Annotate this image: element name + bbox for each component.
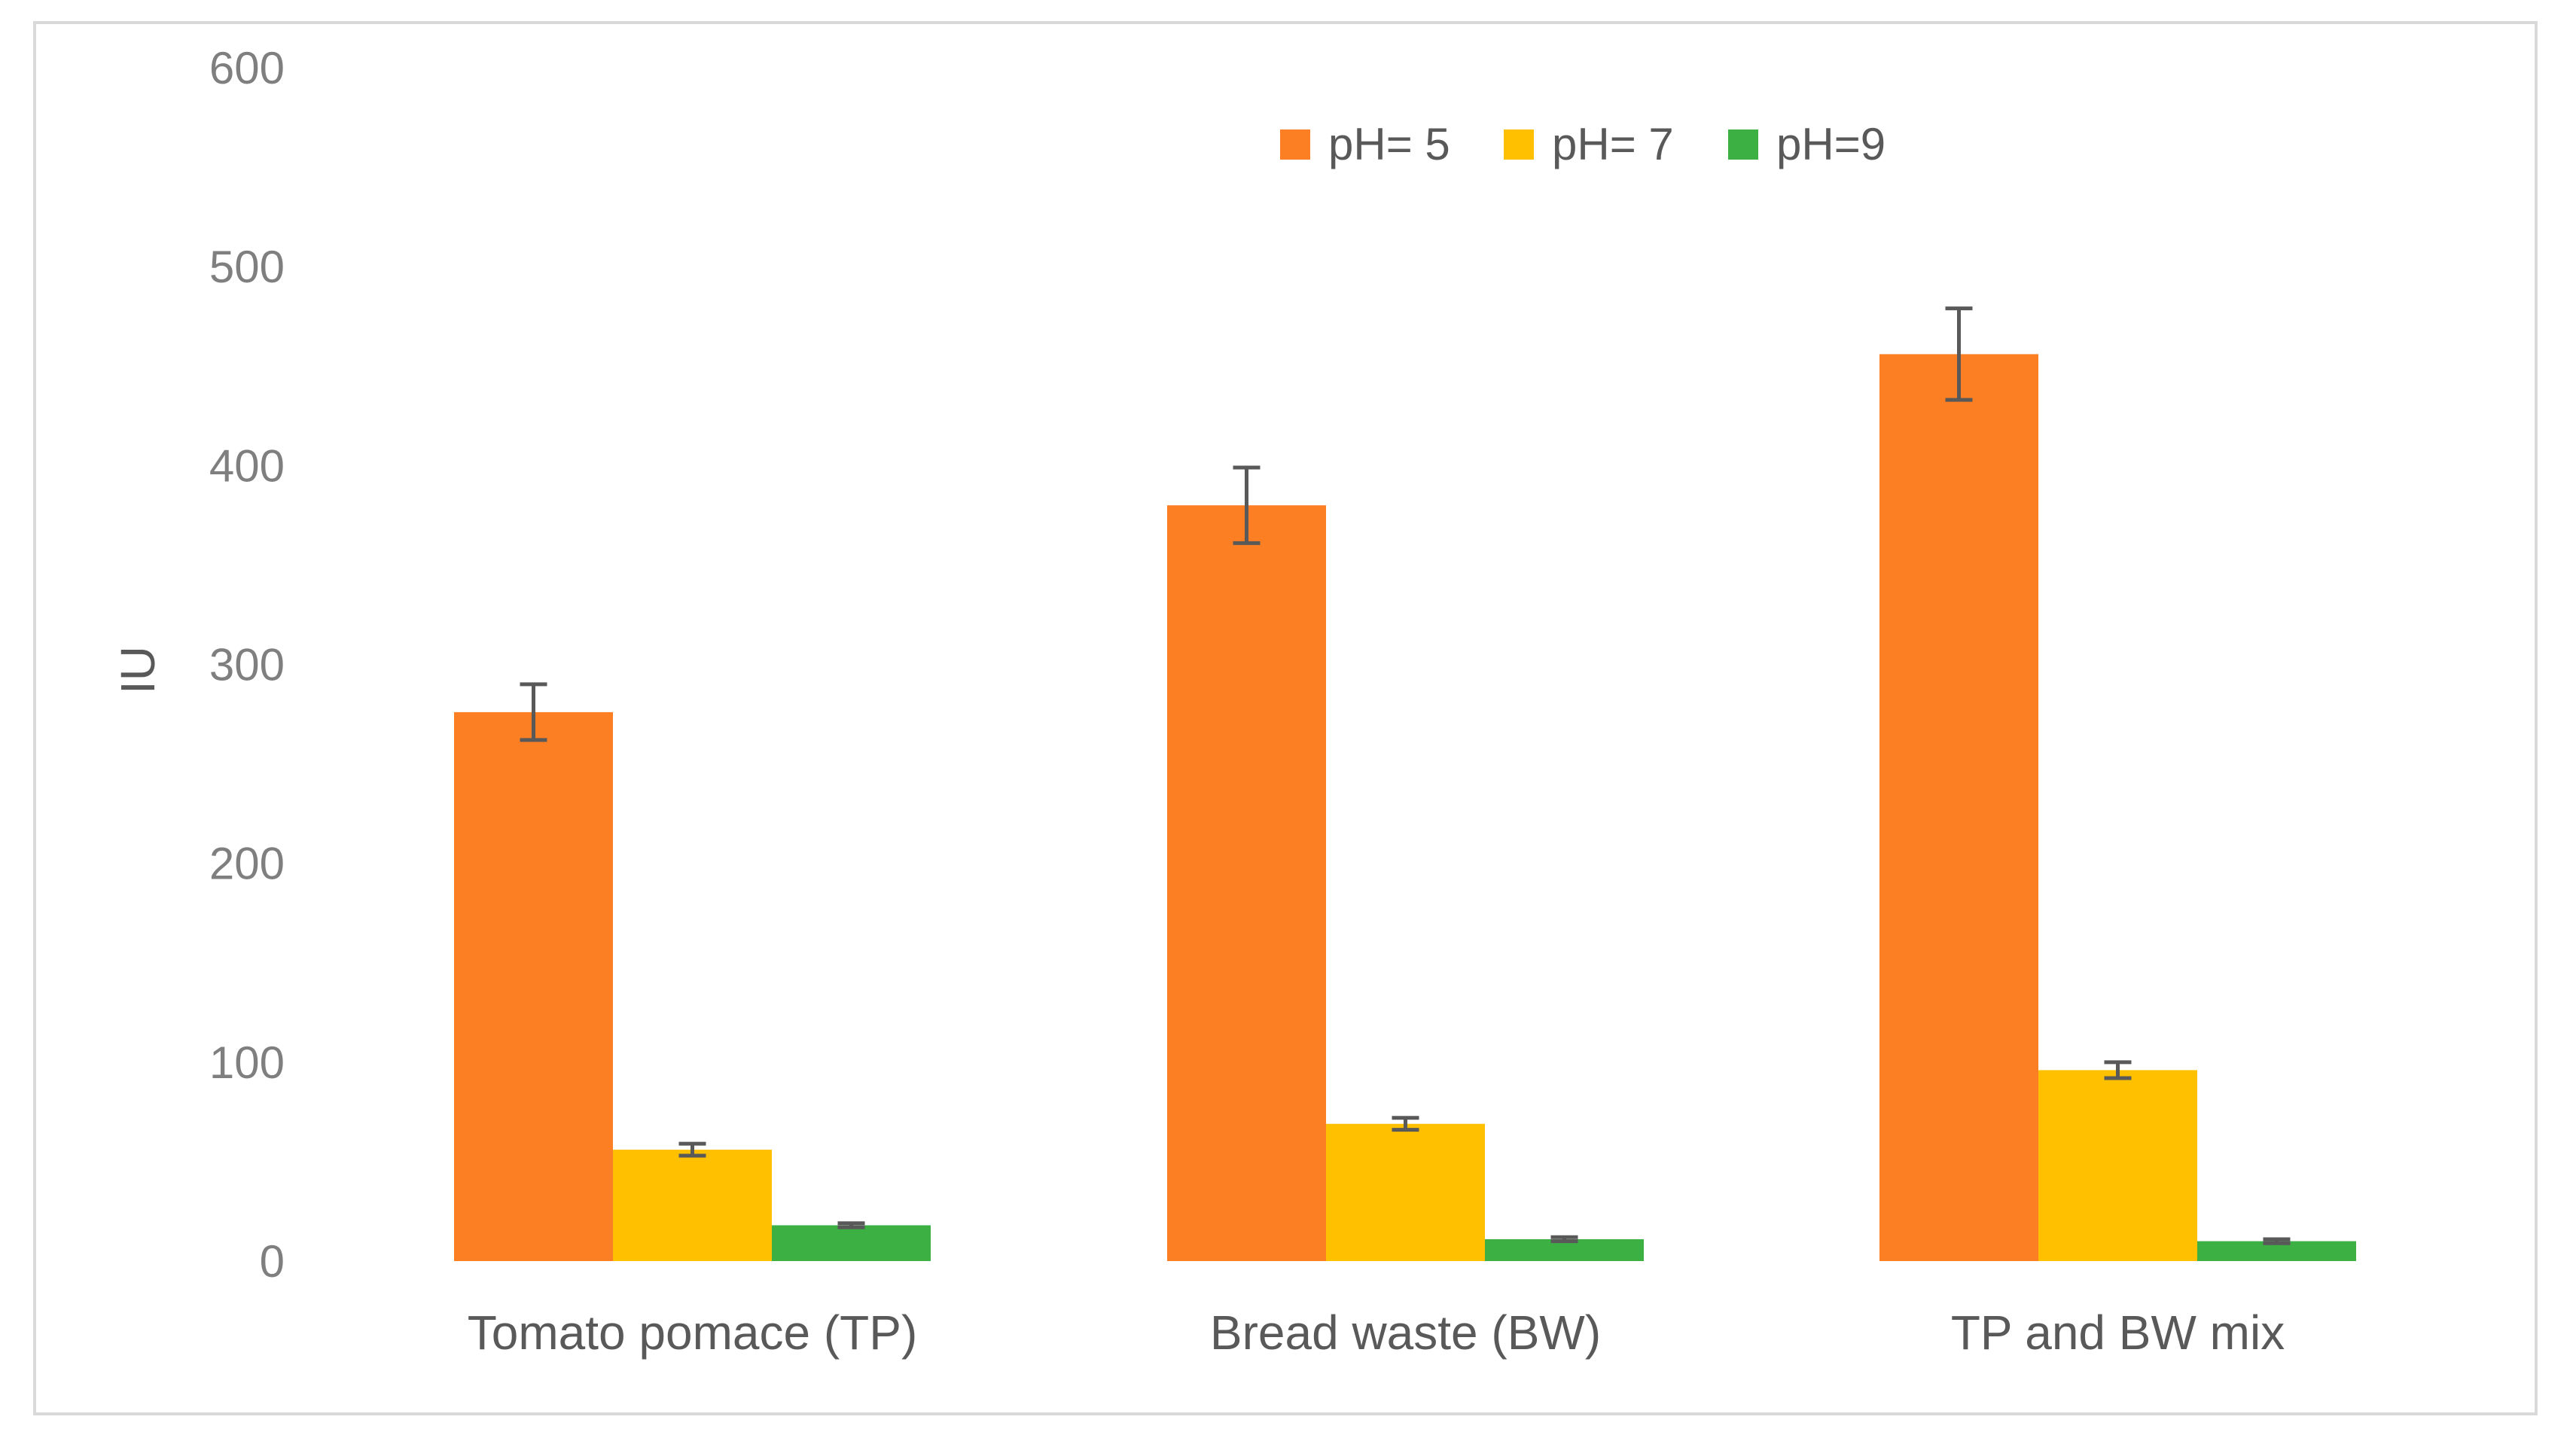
y-tick-label: 600	[209, 43, 285, 93]
legend: pH= 5 pH= 7 pH=9	[1280, 119, 1886, 169]
legend-label: pH= 7	[1552, 119, 1674, 169]
bar	[772, 1225, 931, 1261]
y-axis-title: IU	[111, 646, 165, 694]
legend-label: pH=9	[1776, 119, 1886, 169]
bars-group	[454, 354, 2356, 1261]
bar	[613, 1150, 772, 1261]
bar	[1326, 1123, 1485, 1261]
y-tick-label: 500	[209, 242, 285, 292]
x-axis-categories: Tomato pomace (TP) Bread waste (BW) TP and…	[468, 1305, 2285, 1360]
x-category-label: Tomato pomace (TP)	[468, 1305, 918, 1360]
error-bars-group	[520, 306, 2291, 1245]
y-tick-label: 300	[209, 640, 285, 690]
y-tick-label: 200	[209, 839, 285, 889]
y-tick-label: 100	[209, 1037, 285, 1088]
y-tick-label: 0	[260, 1236, 285, 1287]
legend-swatch	[1280, 129, 1310, 160]
legend-swatch	[1504, 129, 1534, 160]
bar	[1879, 354, 2038, 1261]
x-category-label: Bread waste (BW)	[1210, 1305, 1601, 1360]
bar	[454, 711, 613, 1261]
y-tick-label: 400	[209, 440, 285, 491]
y-axis-ticks: 0 100 200 300 400 500 600	[209, 43, 285, 1287]
bar	[2038, 1070, 2197, 1261]
bar	[1167, 505, 1326, 1261]
x-category-label: TP and BW mix	[1951, 1305, 2285, 1360]
legend-swatch	[1728, 129, 1758, 160]
legend-label: pH= 5	[1328, 119, 1450, 169]
